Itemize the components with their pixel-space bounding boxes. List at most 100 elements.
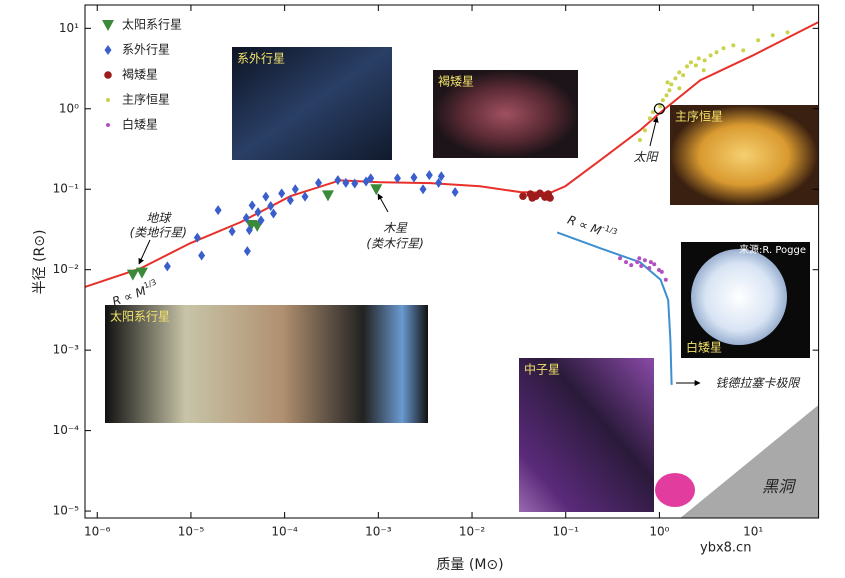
neutron-star-blob: [655, 473, 695, 507]
point: [629, 263, 634, 268]
legend-marker: [106, 98, 110, 102]
y-tick-label: 10⁻²: [53, 262, 80, 276]
point: [660, 98, 665, 103]
arrow: [377, 193, 389, 213]
exoplanet-marker: [242, 212, 250, 223]
watermark: ybx8.cn: [700, 541, 751, 556]
y-tick-label: 10⁻⁴: [53, 423, 80, 437]
plot: 10⁻⁶ 10⁻⁵ 10⁻⁴ 10⁻³ 10⁻² 10⁻¹ 10⁰ 10¹ 10⁻⁵ 10⁻⁴ 10…: [53, 5, 819, 539]
point: [693, 63, 698, 68]
point: [677, 70, 682, 75]
exoplanet-marker: [193, 232, 201, 243]
point: [652, 262, 657, 267]
x-tick-label: 10⁻⁶: [84, 525, 111, 539]
relation-curve: [84, 21, 819, 288]
point: [731, 43, 736, 48]
point: [647, 265, 652, 270]
annotation: 木星: [383, 221, 408, 235]
point: [642, 258, 647, 263]
point: [650, 110, 655, 115]
exoplanet-marker: [435, 177, 443, 188]
inset-image: [519, 358, 654, 512]
legend-marker: [104, 71, 112, 79]
y-tick-label: 10¹: [59, 21, 79, 35]
legend-label: 白矮星: [122, 117, 158, 132]
inset-image: [433, 70, 578, 158]
annotation: 黑洞: [762, 476, 797, 495]
planet-marker: [135, 267, 148, 279]
exoplanet-marker: [301, 191, 309, 202]
y-tick-label: 10⁻³: [53, 343, 80, 357]
legend-label: 系外行星: [122, 43, 170, 57]
point: [685, 64, 690, 69]
exoplanet-marker: [214, 205, 222, 216]
exoplanet-marker: [248, 200, 256, 211]
annotation: 钱德拉塞卡极限: [715, 376, 800, 390]
exoplanet-marker: [243, 246, 251, 257]
exoplanet-marker: [334, 175, 342, 186]
y-tick-label: 10⁰: [59, 101, 79, 115]
point: [669, 82, 674, 87]
exoplanet-marker: [393, 173, 401, 184]
exoplanet-marker: [437, 171, 445, 182]
point: [667, 88, 672, 93]
point: [688, 60, 693, 65]
relation-curve: [556, 231, 673, 385]
x-tick-label: 10⁻⁴: [271, 525, 298, 539]
plot-frame: [84, 4, 820, 519]
inset-credit: 来源:R. Pogge: [739, 243, 806, 256]
point: [785, 30, 790, 35]
x-axis-label: 质量 (M⊙): [436, 557, 503, 573]
point: [624, 260, 629, 265]
x-tick-label: 10⁻³: [365, 525, 392, 539]
exoplanet-marker: [291, 184, 299, 195]
point: [681, 73, 686, 78]
exoplanet-marker: [267, 200, 275, 211]
planet-marker: [370, 184, 383, 196]
sun-marker: [653, 103, 666, 115]
exoplanet-marker: [262, 191, 270, 202]
annotation: (类地行星): [130, 225, 187, 239]
exoplanet-marker: [315, 177, 323, 188]
exoplanet-marker: [228, 226, 236, 237]
y-axis-label: 半径 (R⊙): [32, 230, 48, 295]
exoplanet-marker: [351, 178, 359, 189]
point: [673, 76, 678, 81]
exoplanet-marker: [269, 208, 277, 219]
point: [519, 192, 527, 200]
x-tick-label: 10⁻¹: [553, 525, 580, 539]
point: [770, 33, 775, 38]
annotation: 地球: [146, 211, 172, 225]
annotation-text: 木星: [383, 221, 408, 235]
annotation: (类木行星): [366, 236, 423, 250]
inset-label: 系外行星: [237, 52, 285, 66]
exoplanet-marker: [451, 187, 459, 198]
inset-label: 中子星: [524, 362, 560, 377]
point: [702, 58, 707, 63]
exoplanet-marker: [163, 261, 171, 272]
inset-label: 主序恒星: [675, 109, 723, 124]
exoplanet-marker: [410, 172, 418, 183]
point: [618, 256, 623, 261]
legend-marker: [102, 20, 114, 31]
point: [756, 38, 761, 43]
point: [741, 48, 746, 53]
point: [635, 260, 640, 265]
annotation-text: 钱德拉塞卡极限: [715, 376, 800, 390]
legend-marker: [106, 123, 110, 127]
x-tick-label: 10¹: [743, 525, 763, 539]
y-tick-label: 10⁻⁵: [53, 504, 80, 518]
x-tick-label: 10⁻⁵: [178, 525, 205, 539]
exoplanet-marker: [342, 177, 350, 188]
exoplanet-marker: [254, 207, 262, 218]
annotation-text: 地球: [146, 211, 172, 225]
inset-label: 太阳系行星: [110, 309, 170, 324]
inset-label: 白矮星: [686, 340, 722, 355]
planet-marker: [321, 190, 334, 202]
point: [708, 53, 713, 58]
point: [639, 264, 644, 269]
point: [664, 93, 669, 98]
point: [648, 260, 653, 265]
